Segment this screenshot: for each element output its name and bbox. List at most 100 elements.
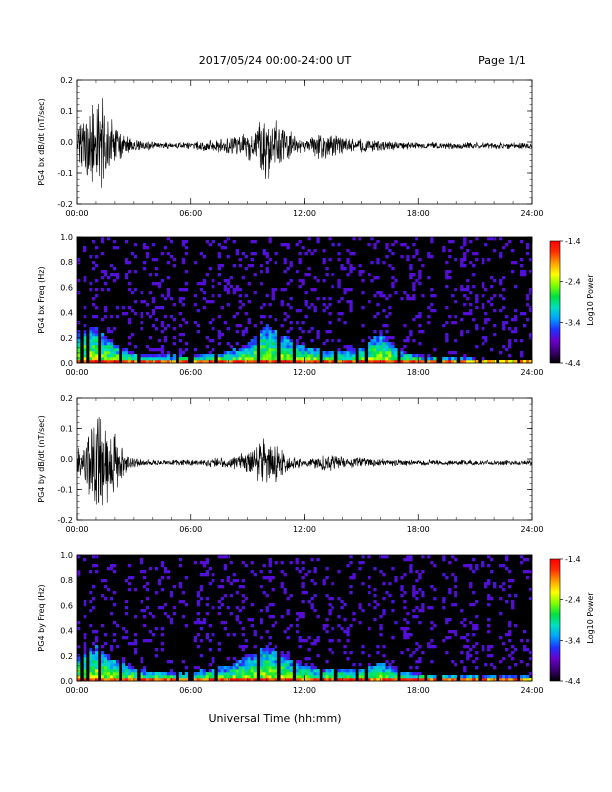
spectrogram-cell xyxy=(226,633,230,637)
spectrogram-cell xyxy=(505,321,509,325)
spectrogram-cell xyxy=(493,309,497,313)
spectrogram-cell xyxy=(94,639,99,643)
spectrogram-cell xyxy=(430,288,434,292)
spectrogram-cell xyxy=(469,303,473,307)
spectrogram-cell xyxy=(286,354,290,358)
spectrogram-cell xyxy=(313,276,317,280)
spectrogram-cell xyxy=(205,597,210,601)
spectrogram-cell xyxy=(295,672,299,676)
spectrogram-cell xyxy=(487,594,491,598)
spectrogram-cell xyxy=(220,672,224,676)
spectrogram-cell xyxy=(82,333,87,337)
spectrogram-cell xyxy=(82,336,87,340)
spectrogram-cell xyxy=(262,336,266,340)
spectrogram-cell xyxy=(469,261,473,265)
spectrogram-cell xyxy=(259,654,263,658)
spectrogram-cell xyxy=(508,570,512,574)
spectrogram-cell xyxy=(178,333,183,337)
spectrogram-cell xyxy=(91,351,96,355)
spectrogram-cell xyxy=(349,264,353,268)
spectrogram-cell xyxy=(526,570,530,574)
spectrogram-cell xyxy=(271,294,275,298)
spectrogram-cell xyxy=(247,351,251,355)
spectrogram-cell xyxy=(448,561,452,565)
spectrogram-cell xyxy=(268,672,272,676)
spectrogram-cell xyxy=(376,342,380,346)
spectrogram-cell xyxy=(514,330,518,334)
spectrogram-cell xyxy=(385,555,389,559)
spectrogram-cell xyxy=(382,675,386,679)
spectrogram-cell xyxy=(472,285,476,289)
spectrogram-cell xyxy=(202,675,207,679)
spectrogram-cell xyxy=(106,588,111,592)
spectrogram-cell xyxy=(463,618,467,622)
spectrogram-cell xyxy=(217,600,221,604)
spectrogram-cell xyxy=(367,576,371,580)
spectrogram-cell xyxy=(139,291,144,295)
spectrogram-cell xyxy=(181,297,186,301)
spectrogram-cell xyxy=(142,666,147,670)
spectrogram-cell xyxy=(367,348,371,352)
spectrogram-cell xyxy=(460,318,464,322)
spectrogram-cell xyxy=(475,237,479,241)
spectrogram-cell xyxy=(472,318,476,322)
spectrogram-cell xyxy=(196,282,201,286)
spectrogram-cell xyxy=(262,327,266,331)
spectrogram-cell xyxy=(427,276,431,280)
spectrogram-cell xyxy=(382,348,386,352)
spectrogram-cell xyxy=(205,633,210,637)
spectrogram-cell xyxy=(184,675,189,679)
spectrogram-cell xyxy=(103,669,108,673)
spectrogram-cell xyxy=(148,675,153,679)
spectrogram-cell xyxy=(169,240,174,244)
spectrogram-cell xyxy=(415,597,419,601)
spectrogram-cell xyxy=(514,327,518,331)
spectrogram-cell xyxy=(166,354,171,358)
spectrogram-cell xyxy=(247,675,251,679)
spectrogram-cell xyxy=(406,648,410,652)
spectrogram-cell xyxy=(367,603,371,607)
spectrogram-cell xyxy=(388,594,392,598)
spectrogram-cell xyxy=(88,255,93,259)
spectrogram-cell xyxy=(322,672,326,676)
spectrogram-cell xyxy=(160,252,165,256)
spectrogram-cell xyxy=(370,672,374,676)
spectrogram-cell xyxy=(223,666,227,670)
spectrogram-cell xyxy=(160,324,165,328)
spectrogram-cell xyxy=(499,597,503,601)
spectrogram-cell xyxy=(145,246,150,250)
spectrogram-cell xyxy=(454,339,458,343)
spectrogram-cell xyxy=(307,351,311,355)
spectrogram-cell xyxy=(340,606,344,610)
y-tick-label: 0.0 xyxy=(60,138,73,147)
spectrogram-cell xyxy=(253,291,257,295)
spectrogram-cell xyxy=(400,255,404,259)
spectrogram-cell xyxy=(259,669,263,673)
spectrogram-cell xyxy=(115,357,120,361)
spectrogram-cell xyxy=(412,243,416,247)
y-tick-label: 1.0 xyxy=(60,233,73,242)
spectrogram-cell xyxy=(268,663,272,667)
spectrogram-cell xyxy=(208,669,212,673)
spectrogram-cell xyxy=(337,360,341,364)
spectrogram-cell xyxy=(298,285,302,289)
spectrogram-cell xyxy=(511,318,515,322)
spectrogram-cell xyxy=(448,678,452,682)
spectrogram-cell xyxy=(274,645,278,649)
spectrogram-cell xyxy=(244,564,248,568)
spectrogram-cell xyxy=(502,582,506,586)
spectrogram-cell xyxy=(139,315,144,319)
spectrogram-cell xyxy=(250,624,254,628)
spectrogram-cell xyxy=(178,582,183,586)
spectrogram-cell xyxy=(331,678,335,682)
spectrogram-cell xyxy=(142,669,147,673)
spectrogram-cell xyxy=(481,342,485,346)
spectrogram-cell xyxy=(346,354,350,358)
spectrogram-cell xyxy=(280,342,284,346)
spectrogram-cell xyxy=(487,582,491,586)
spectrogram-cell xyxy=(274,342,278,346)
spectrogram-cell xyxy=(181,243,186,247)
y-tick-label: 0.2 xyxy=(60,652,73,661)
spectrogram-cell xyxy=(487,624,491,628)
spectrogram-cell xyxy=(94,555,99,559)
